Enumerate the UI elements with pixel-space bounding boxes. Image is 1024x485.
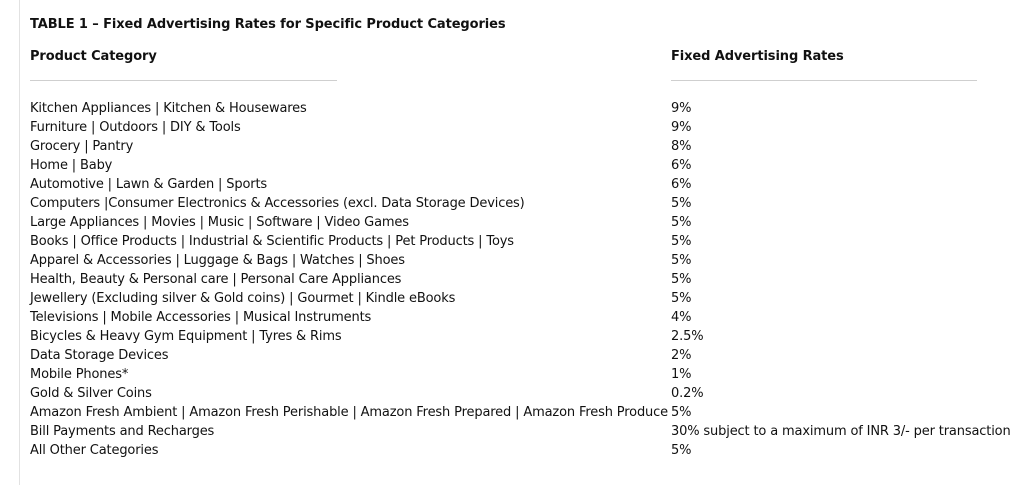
table-row: Health, Beauty & Personal care | Persona…: [0, 270, 1024, 289]
table-row: Amazon Fresh Ambient | Amazon Fresh Peri…: [0, 403, 1024, 422]
rate-cell: 8%: [671, 139, 692, 154]
category-cell: Televisions | Mobile Accessories | Music…: [30, 310, 372, 325]
category-cell: Amazon Fresh Ambient | Amazon Fresh Peri…: [30, 405, 668, 420]
rate-cell: 2%: [671, 348, 692, 363]
rate-cell: 4%: [671, 310, 692, 325]
category-cell: Bill Payments and Recharges: [30, 424, 215, 439]
rate-cell: 6%: [671, 158, 692, 173]
table-row: Televisions | Mobile Accessories | Music…: [0, 308, 1024, 327]
rate-cell: 5%: [671, 215, 692, 230]
category-cell: Health, Beauty & Personal care | Persona…: [30, 272, 402, 287]
category-cell: Kitchen Appliances | Kitchen & Houseware…: [30, 101, 307, 116]
category-cell: Mobile Phones*: [30, 367, 129, 382]
table-row: Automotive | Lawn & Garden | Sports 6%: [0, 175, 1024, 194]
table-row: Books | Office Products | Industrial & S…: [0, 232, 1024, 251]
category-cell: All Other Categories: [30, 443, 159, 458]
category-cell: Bicycles & Heavy Gym Equipment | Tyres &…: [30, 329, 342, 344]
rate-cell: 9%: [671, 120, 692, 135]
table-row: Jewellery (Excluding silver & Gold coins…: [0, 289, 1024, 308]
category-cell: Gold & Silver Coins: [30, 386, 152, 401]
category-cell: Large Appliances | Movies | Music | Soft…: [30, 215, 409, 230]
rate-cell: 5%: [671, 405, 692, 420]
header-underline-rate: [671, 80, 977, 81]
table-row: Gold & Silver Coins 0.2%: [0, 384, 1024, 403]
rate-cell: 6%: [671, 177, 692, 192]
header-underline-category: [30, 80, 337, 81]
column-header-product-category: Product Category: [30, 49, 157, 64]
table-row: Bicycles & Heavy Gym Equipment | Tyres &…: [0, 327, 1024, 346]
rate-cell: 5%: [671, 253, 692, 268]
rate-cell: 5%: [671, 291, 692, 306]
table-row: Mobile Phones* 1%: [0, 365, 1024, 384]
category-cell: Apparel & Accessories | Luggage & Bags |…: [30, 253, 405, 268]
table-row: Large Appliances | Movies | Music | Soft…: [0, 213, 1024, 232]
table-row: Bill Payments and Recharges 30% subject t…: [0, 422, 1024, 441]
category-cell: Jewellery (Excluding silver & Gold coins…: [30, 291, 456, 306]
table-row: Computers |Consumer Electronics & Access…: [0, 194, 1024, 213]
left-margin-divider: [0, 0, 20, 485]
rates-table-body: Kitchen Appliances | Kitchen & Houseware…: [0, 99, 1024, 460]
rate-cell: 5%: [671, 443, 692, 458]
category-cell: Home | Baby: [30, 158, 113, 173]
column-header-advertising-rate: Fixed Advertising Rates: [671, 49, 844, 64]
rate-cell: 5%: [671, 234, 692, 249]
rate-cell: 30% subject to a maximum of INR 3/- per …: [671, 424, 1011, 439]
table-row: Furniture | Outdoors | DIY & Tools 9%: [0, 118, 1024, 137]
rate-cell: 0.2%: [671, 386, 704, 401]
table-row: Grocery | Pantry 8%: [0, 137, 1024, 156]
table-title: TABLE 1 – Fixed Advertising Rates for Sp…: [30, 17, 506, 32]
table-row: Kitchen Appliances | Kitchen & Houseware…: [0, 99, 1024, 118]
table-row: Apparel & Accessories | Luggage & Bags |…: [0, 251, 1024, 270]
rate-cell: 1%: [671, 367, 692, 382]
rate-cell: 2.5%: [671, 329, 704, 344]
category-cell: Furniture | Outdoors | DIY & Tools: [30, 120, 241, 135]
category-cell: Computers |Consumer Electronics & Access…: [30, 196, 525, 211]
category-cell: Grocery | Pantry: [30, 139, 134, 154]
category-cell: Automotive | Lawn & Garden | Sports: [30, 177, 268, 192]
rate-cell: 5%: [671, 196, 692, 211]
rate-cell: 9%: [671, 101, 692, 116]
rate-cell: 5%: [671, 272, 692, 287]
category-cell: Books | Office Products | Industrial & S…: [30, 234, 514, 249]
table-row: All Other Categories 5%: [0, 441, 1024, 460]
category-cell: Data Storage Devices: [30, 348, 169, 363]
table-row: Home | Baby 6%: [0, 156, 1024, 175]
table-row: Data Storage Devices 2%: [0, 346, 1024, 365]
